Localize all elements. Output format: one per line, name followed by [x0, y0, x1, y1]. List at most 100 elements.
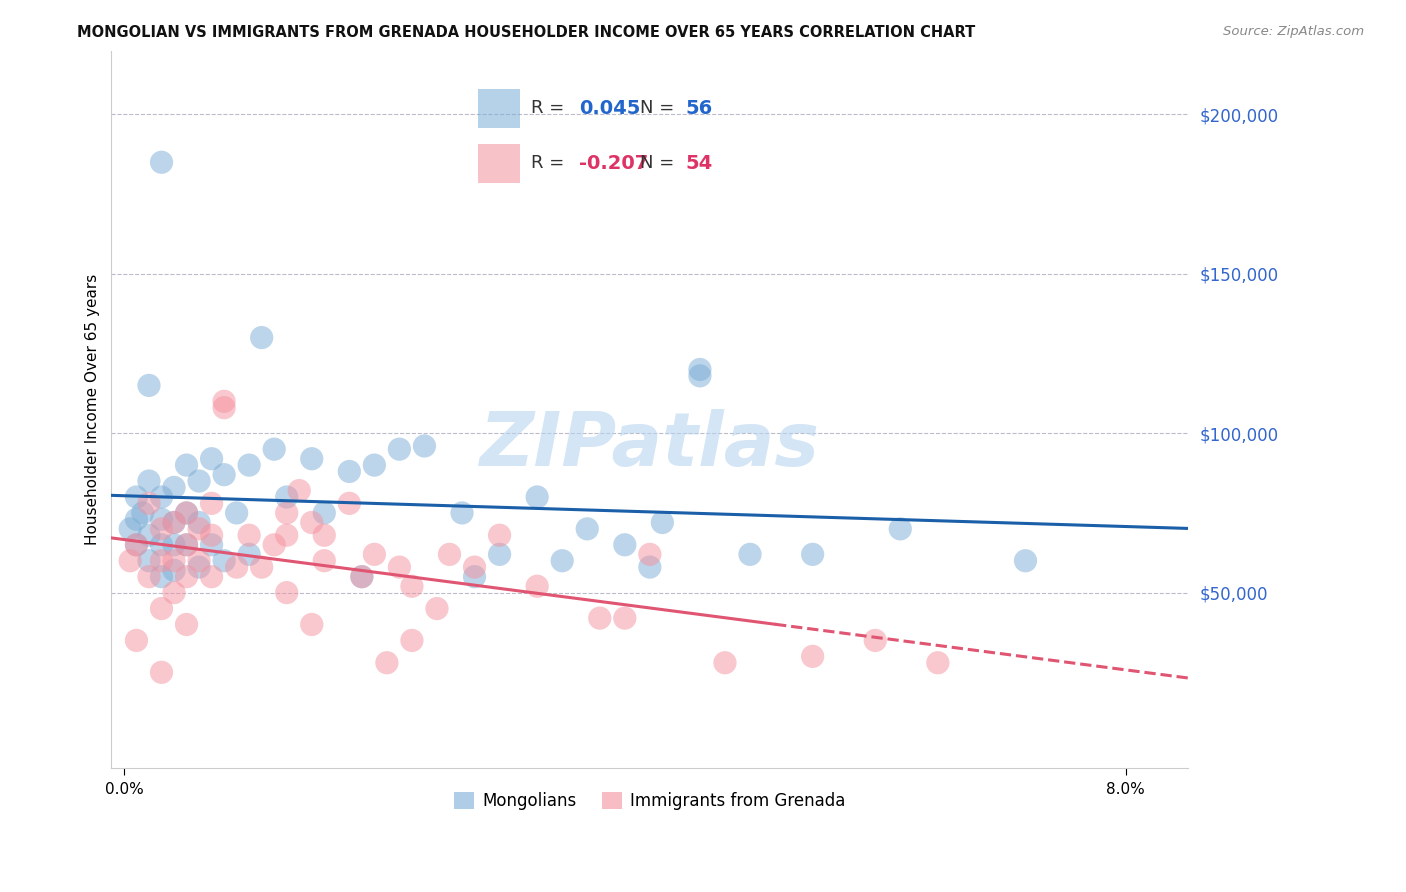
Point: [314, 554, 336, 568]
Point: [163, 516, 186, 530]
Point: [613, 538, 636, 552]
Point: [263, 442, 285, 457]
Point: [689, 362, 711, 376]
Point: [388, 442, 411, 457]
Point: [301, 516, 323, 530]
Point: [163, 585, 186, 599]
Point: [238, 458, 260, 472]
Point: [188, 474, 211, 488]
Point: [150, 601, 173, 615]
Point: [176, 569, 198, 583]
Point: [125, 633, 148, 648]
Point: [150, 665, 173, 680]
Point: [125, 538, 148, 552]
Point: [125, 490, 148, 504]
Point: [212, 401, 235, 415]
Point: [163, 480, 186, 494]
Point: [350, 569, 373, 583]
Point: [138, 554, 160, 568]
Point: [288, 483, 311, 498]
Point: [238, 528, 260, 542]
Point: [451, 506, 474, 520]
Point: [314, 506, 336, 520]
Point: [301, 451, 323, 466]
Point: [150, 569, 173, 583]
Point: [439, 547, 461, 561]
Point: [176, 458, 198, 472]
Point: [276, 528, 298, 542]
Point: [801, 547, 824, 561]
Point: [613, 611, 636, 625]
Point: [150, 538, 173, 552]
Point: [125, 512, 148, 526]
Point: [889, 522, 911, 536]
Point: [176, 506, 198, 520]
Point: [488, 528, 510, 542]
Text: Source: ZipAtlas.com: Source: ZipAtlas.com: [1223, 25, 1364, 38]
Point: [363, 547, 385, 561]
Point: [413, 439, 436, 453]
Point: [551, 554, 574, 568]
Point: [200, 496, 222, 510]
Point: [426, 601, 449, 615]
Point: [375, 656, 398, 670]
Point: [301, 617, 323, 632]
Point: [464, 569, 486, 583]
Point: [125, 538, 148, 552]
Point: [250, 330, 273, 344]
Y-axis label: Householder Income Over 65 years: Householder Income Over 65 years: [86, 274, 100, 545]
Point: [150, 512, 173, 526]
Text: ZIPatlas: ZIPatlas: [479, 409, 820, 482]
Point: [163, 516, 186, 530]
Point: [337, 496, 360, 510]
Text: MONGOLIAN VS IMMIGRANTS FROM GRENADA HOUSEHOLDER INCOME OVER 65 YEARS CORRELATIO: MONGOLIAN VS IMMIGRANTS FROM GRENADA HOU…: [77, 25, 976, 40]
Point: [738, 547, 761, 561]
Point: [138, 528, 160, 542]
Point: [488, 547, 510, 561]
Point: [314, 528, 336, 542]
Point: [132, 506, 155, 520]
Point: [238, 547, 260, 561]
Legend: Mongolians, Immigrants from Grenada: Mongolians, Immigrants from Grenada: [447, 786, 852, 817]
Point: [176, 506, 198, 520]
Point: [263, 538, 285, 552]
Point: [276, 506, 298, 520]
Point: [200, 451, 222, 466]
Point: [163, 538, 186, 552]
Point: [464, 560, 486, 574]
Point: [150, 522, 173, 536]
Point: [651, 516, 673, 530]
Point: [350, 569, 373, 583]
Point: [589, 611, 612, 625]
Point: [138, 378, 160, 392]
Point: [120, 522, 142, 536]
Point: [225, 560, 247, 574]
Point: [638, 547, 661, 561]
Point: [188, 554, 211, 568]
Point: [212, 554, 235, 568]
Point: [188, 516, 211, 530]
Point: [150, 490, 173, 504]
Point: [276, 585, 298, 599]
Point: [200, 569, 222, 583]
Point: [388, 560, 411, 574]
Point: [176, 617, 198, 632]
Point: [363, 458, 385, 472]
Point: [138, 569, 160, 583]
Point: [188, 560, 211, 574]
Point: [212, 394, 235, 409]
Point: [188, 522, 211, 536]
Point: [120, 554, 142, 568]
Point: [337, 465, 360, 479]
Point: [714, 656, 737, 670]
Point: [176, 538, 198, 552]
Point: [163, 563, 186, 577]
Point: [801, 649, 824, 664]
Point: [138, 474, 160, 488]
Point: [276, 490, 298, 504]
Point: [526, 579, 548, 593]
Point: [212, 467, 235, 482]
Point: [576, 522, 599, 536]
Point: [865, 633, 887, 648]
Point: [526, 490, 548, 504]
